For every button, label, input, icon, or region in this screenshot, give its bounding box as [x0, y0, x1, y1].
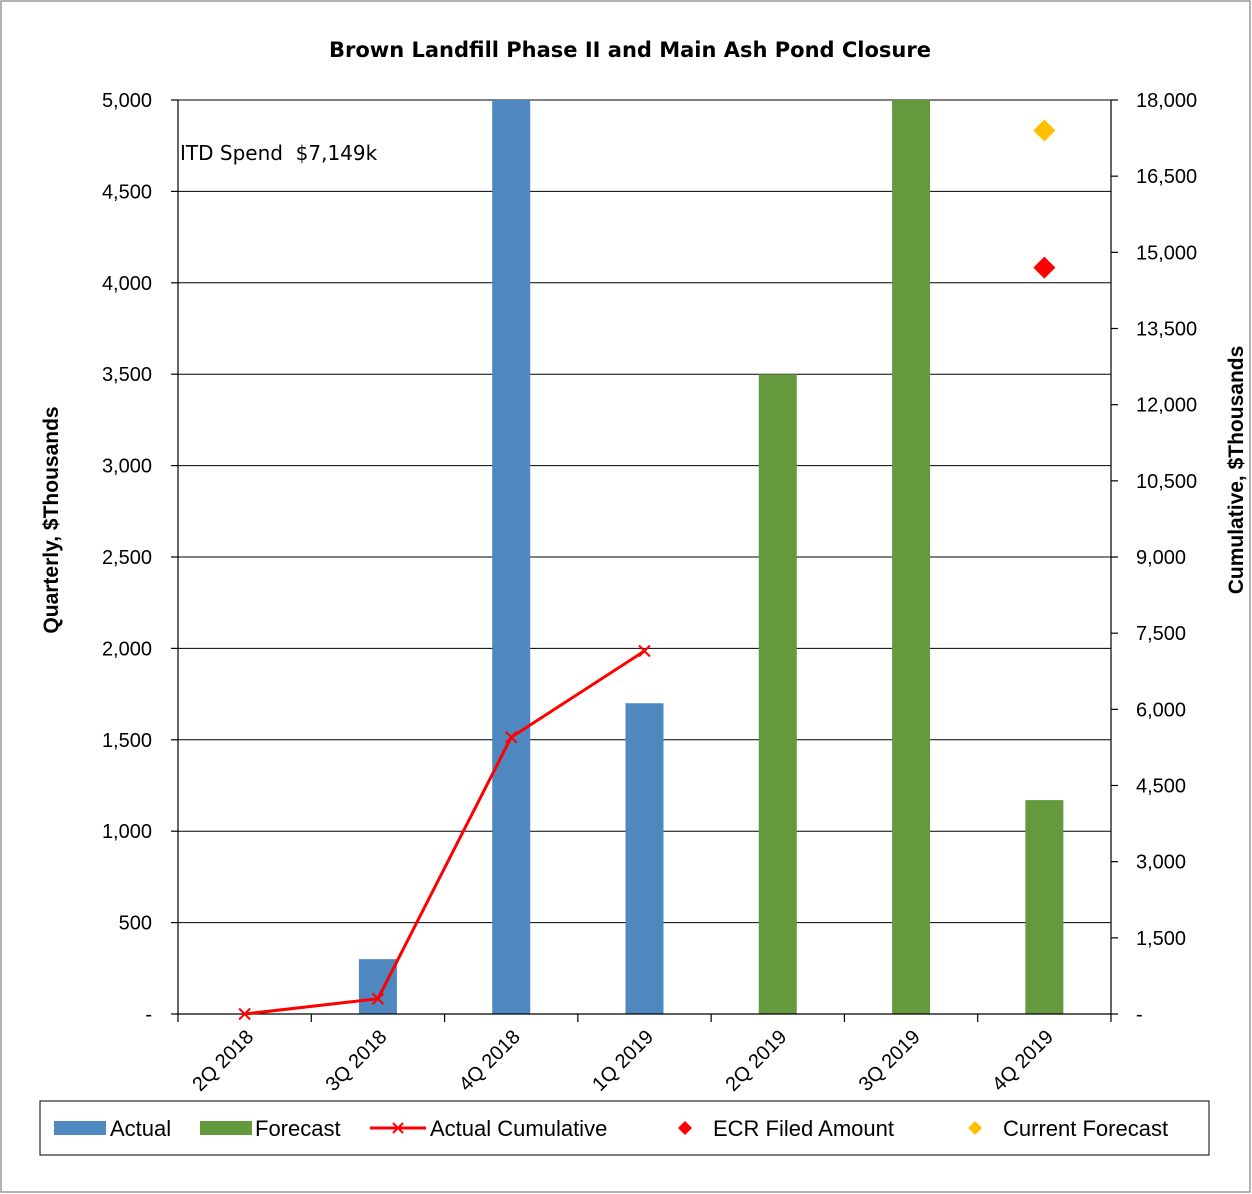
y-tick-label: 1,000 [102, 821, 152, 843]
y-axis-title: Quarterly, $Thousands [40, 406, 63, 633]
point-actual-cumulative [505, 731, 518, 744]
gridlines [178, 99, 1111, 924]
itd-spend-annotation: ITD Spend $7,149k [180, 141, 378, 165]
y2-tick-label: 4,500 [1136, 776, 1186, 798]
point-current-forecast [1033, 119, 1056, 142]
y2-tick-label: - [1136, 1004, 1143, 1026]
y-tick-label: 2,500 [102, 547, 152, 569]
point-ecr-filed-amount [1033, 256, 1056, 279]
y2-tick-label: 15,000 [1136, 242, 1197, 264]
y2-tick-label: 12,000 [1136, 395, 1197, 417]
y-tick-label: 1,500 [102, 730, 152, 752]
y2-tick-label: 6,000 [1136, 699, 1186, 721]
bar-forecast [1025, 800, 1064, 1014]
legend-ecr-filed-amount-label: ECR Filed Amount [713, 1116, 894, 1141]
bar-actual [492, 100, 531, 1014]
y-tick-label: - [145, 1004, 152, 1026]
y-tick-label: 3,500 [102, 364, 152, 386]
scatter-marks [1033, 119, 1056, 279]
legend-forecast-swatch [200, 1121, 252, 1135]
bar-actual [358, 959, 397, 1014]
y-tick-label: 4,500 [102, 181, 152, 203]
y-tick-label: 4,000 [102, 273, 152, 295]
y2-tick-label: 18,000 [1136, 90, 1197, 112]
bar-forecast [892, 100, 931, 1014]
bar-marks [358, 100, 1064, 1014]
y2-tick-label: 10,500 [1136, 471, 1197, 493]
line-marks [238, 644, 651, 1021]
y2-tick-label: 7,500 [1136, 623, 1186, 645]
point-actual-cumulative [371, 992, 385, 1005]
legend-actual-swatch [54, 1121, 106, 1135]
legend-current-forecast-swatch [968, 1121, 982, 1135]
legend-ecr-filed-amount-swatch [678, 1121, 692, 1135]
y2-tick-label: 16,500 [1136, 166, 1197, 188]
y-tick-label: 500 [119, 913, 152, 935]
y2-tick-label: 13,500 [1136, 319, 1197, 341]
legend-actual-label: Actual [110, 1116, 171, 1141]
legend-current-forecast-label: Current Forecast [1003, 1116, 1168, 1141]
bar-actual [625, 703, 664, 1014]
legend-actual-cumulative-label: Actual Cumulative [430, 1116, 607, 1141]
y-tick-label: 3,000 [102, 456, 152, 478]
legend: Actual Forecast Actual Cumulative ECR Filed… [54, 1116, 1168, 1141]
point-actual-cumulative [638, 644, 651, 658]
bar-forecast [758, 374, 797, 1014]
y-tick-label: 2,000 [102, 638, 152, 660]
y2-axis-title: Cumulative, $Thousands [1225, 346, 1248, 595]
line-actual-cumulative [244, 649, 646, 1016]
legend-actual-cumulative-marker [392, 1122, 404, 1134]
point-actual-cumulative [238, 1007, 251, 1021]
y2-tick-label: 1,500 [1136, 928, 1186, 950]
chart-title: Brown Landfill Phase II and Main Ash Pon… [329, 38, 931, 62]
legend-forecast-label: Forecast [255, 1116, 341, 1141]
y2-tick-label: 3,000 [1136, 852, 1186, 874]
y-tick-label: 5,000 [102, 90, 152, 112]
y2-tick-label: 9,000 [1136, 547, 1186, 569]
